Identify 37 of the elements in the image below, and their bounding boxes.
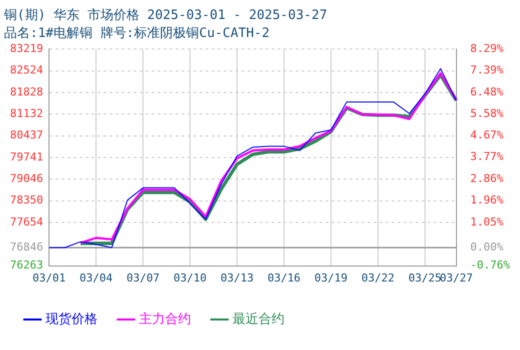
y-tick-label: 76263 — [10, 258, 44, 272]
y-tick-label: 83219 — [10, 42, 44, 56]
y-tick-label: 79741 — [10, 150, 44, 164]
y2-tick-label: 0.00% — [470, 240, 504, 254]
legend-label: 主力合约 — [139, 310, 191, 327]
x-tick-label: 03/10 — [173, 271, 207, 284]
y2-tick-label: 5.58% — [470, 106, 504, 120]
y2-tick-label: -0.76% — [470, 258, 510, 272]
y2-tick-label: 2.86% — [470, 172, 504, 186]
x-tick-label: 03/22 — [361, 271, 395, 284]
y-tick-label: 81828 — [10, 85, 44, 98]
y-tick-label: 80437 — [10, 128, 44, 142]
y2-tick-label: 1.96% — [470, 194, 504, 207]
y-tick-label: 79046 — [10, 172, 44, 185]
y2-tick-label: 3.77% — [470, 150, 504, 164]
x-tick-label: 03/16 — [267, 271, 301, 284]
x-tick-label: 03/07 — [126, 271, 160, 284]
chart-title: 铜(期) 华东 市场价格 2025-03-01 - 2025-03-27 — [3, 8, 328, 24]
y2-tick-label: 6.48% — [470, 85, 504, 98]
y-tick-label: 76846 — [10, 240, 44, 254]
y2-tick-label: 8.29% — [470, 42, 504, 56]
x-tick-label: 03/27 — [440, 271, 473, 284]
x-tick-label: 03/19 — [314, 271, 348, 284]
y-tick-label: 81132 — [10, 107, 44, 120]
legend-label: 最近合约 — [232, 312, 284, 327]
x-tick-label: 03/25 — [408, 271, 442, 284]
y-tick-label: 77654 — [10, 215, 44, 228]
y-tick-label: 82524 — [10, 64, 44, 77]
y-tick-label: 78350 — [10, 194, 44, 207]
x-tick-label: 03/13 — [220, 271, 254, 284]
y2-tick-label: 7.39% — [470, 64, 504, 77]
chart-subtitle: 品名:1#电解铜 牌号:标准阴极铜Cu-CATH-2 — [4, 26, 270, 41]
y2-tick-label: 1.05% — [470, 215, 504, 228]
x-tick-label: 03/04 — [80, 271, 114, 284]
legend-label: 现货价格 — [46, 312, 98, 327]
x-tick-label: 03/01 — [32, 271, 66, 284]
y2-tick-label: 4.67% — [470, 128, 504, 142]
